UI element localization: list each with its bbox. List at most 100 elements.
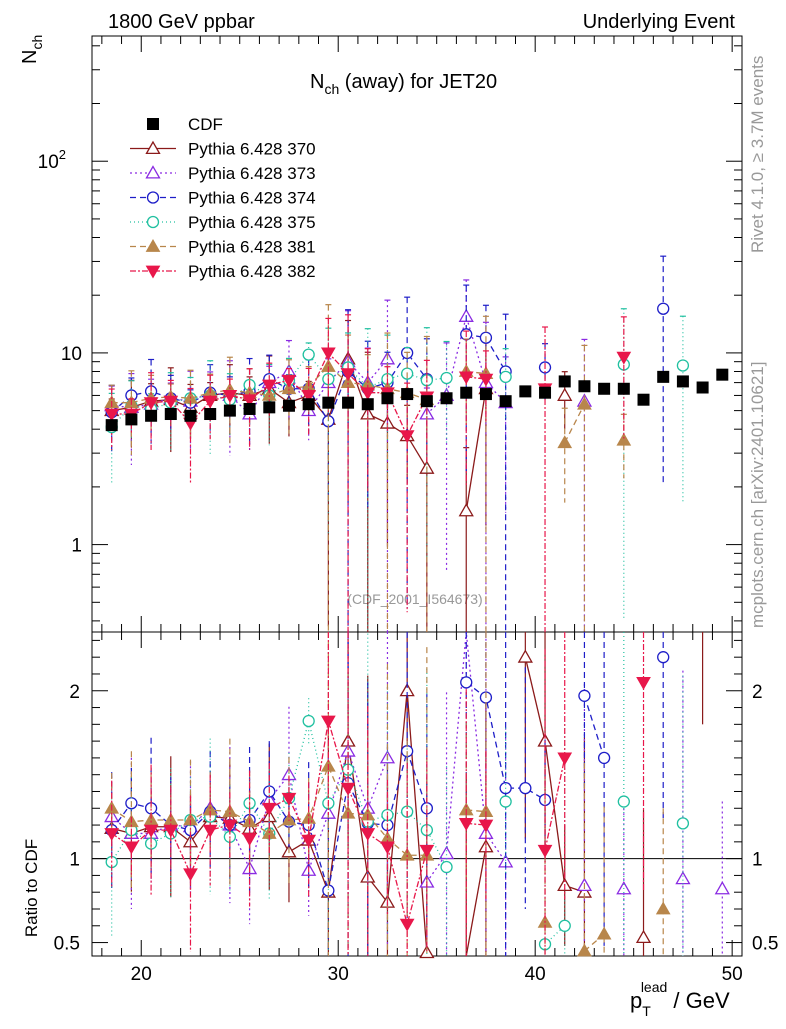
ratio-point — [124, 841, 139, 855]
legend-label: Pythia 6.428 370 — [188, 140, 316, 159]
ratio-point — [558, 919, 571, 932]
x-tick-label: 40 — [525, 964, 546, 985]
ratio-point — [478, 819, 494, 833]
ratio-point — [676, 817, 690, 830]
ratio-point — [655, 901, 671, 915]
y-axis-label: Nch — [19, 35, 45, 64]
y-tick-label: 102 — [38, 147, 66, 173]
legend-marker — [147, 118, 159, 130]
cdf-point — [578, 380, 591, 393]
cdf-point — [598, 382, 611, 395]
cdf-point — [499, 395, 512, 408]
data-point — [360, 387, 376, 401]
legend-label: Pythia 6.428 373 — [188, 164, 316, 183]
ratio-line — [111, 764, 427, 856]
ratio-point — [104, 828, 120, 841]
ratio-point — [360, 828, 376, 841]
legend-item: Pythia 6.428 374 — [130, 189, 316, 208]
legend-item: Pythia 6.428 381 — [130, 238, 316, 257]
ratio-point — [242, 833, 257, 846]
ratio-point — [635, 929, 652, 944]
watermark: (CDF_2001_I564673) — [347, 591, 482, 607]
data-point — [261, 379, 277, 393]
legend-item: CDF — [147, 115, 223, 134]
cdf-point — [184, 409, 197, 422]
ratio-tick-label-right: 2 — [752, 682, 763, 703]
ratio-point — [657, 651, 670, 664]
legend-item: Pythia 6.428 382 — [130, 262, 316, 281]
ratio-line — [111, 720, 448, 868]
ratio-point — [380, 841, 395, 855]
side-mcplots-text: mcplots.cern.ch [arXiv:2401.10621] — [748, 362, 767, 628]
cdf-point — [263, 401, 276, 414]
legend-label: CDF — [188, 115, 223, 134]
data-point — [676, 359, 690, 372]
header-right: Underlying Event — [583, 11, 736, 33]
legend-label: Pythia 6.428 381 — [188, 238, 316, 257]
cdf-point — [401, 388, 414, 401]
cdf-point — [125, 413, 138, 426]
ratio-point — [438, 845, 455, 860]
cdf-point — [676, 375, 689, 388]
ratio-tick-label-left: 0.5 — [54, 934, 80, 955]
data-point — [557, 387, 573, 401]
x-axis-label: pTlead / GeV — [630, 979, 730, 1019]
cdf-point — [479, 388, 492, 401]
axes: 20 30 40 50 1 10 102 0.5 0.5 1 1 2 2 — [38, 36, 778, 985]
data-point — [657, 302, 670, 315]
ratio-point — [281, 792, 297, 806]
cdf-point — [381, 392, 394, 405]
cdf-point — [440, 392, 453, 405]
series-layer — [104, 255, 730, 959]
cdf-point — [420, 395, 433, 408]
ratio-point — [163, 824, 179, 838]
ratio-point — [460, 676, 473, 689]
legend-item: Pythia 6.428 370 — [130, 140, 316, 159]
cdf-point — [322, 396, 335, 409]
series-line — [426, 313, 507, 415]
ratio-point — [458, 818, 474, 831]
legend-item: Pythia 6.428 375 — [130, 213, 316, 232]
ratio-point — [557, 752, 573, 766]
legend-marker — [146, 191, 160, 204]
ratio-point — [340, 782, 356, 796]
ratio-tick-label-left: 2 — [69, 682, 80, 703]
data-point — [499, 370, 512, 384]
legend-item: Pythia 6.428 373 — [130, 164, 316, 183]
cdf-point — [716, 368, 729, 381]
legend-label: Pythia 6.428 375 — [188, 213, 316, 232]
y-tick-label: 10 — [61, 344, 82, 365]
series-line — [465, 388, 487, 511]
legend: CDF Pythia 6.428 370 Pythia 6.428 373 Pythi… — [130, 115, 316, 281]
data-point — [458, 371, 474, 385]
ratio-point — [143, 824, 159, 838]
cdf-point — [696, 381, 709, 394]
series-line — [111, 365, 428, 404]
ratio-point — [321, 715, 336, 729]
ratio-tick-label-right: 1 — [752, 850, 763, 871]
ratio-point — [183, 868, 198, 882]
data-point — [202, 395, 218, 409]
cdf-point — [361, 398, 374, 411]
ratio-point — [537, 844, 553, 858]
cdf-point — [302, 398, 315, 411]
legend-marker — [145, 140, 161, 155]
data-point — [301, 390, 317, 403]
data-point — [340, 368, 356, 382]
series-line — [111, 351, 428, 438]
ratio-point — [499, 795, 512, 808]
ratio-point — [261, 802, 277, 816]
cdf-point — [105, 419, 118, 432]
ratio-line — [465, 846, 487, 957]
cdf-point — [637, 393, 650, 406]
cdf-point — [519, 385, 532, 398]
y-tick-label: 1 — [71, 536, 82, 557]
cdf-point — [204, 408, 217, 421]
ratio-line — [465, 681, 546, 801]
data-point — [577, 396, 592, 410]
series-382 — [104, 314, 651, 956]
data-point — [458, 503, 474, 517]
legend-label: Pythia 6.428 374 — [188, 189, 316, 208]
ratio-point — [577, 943, 592, 957]
legend-marker — [145, 265, 161, 279]
